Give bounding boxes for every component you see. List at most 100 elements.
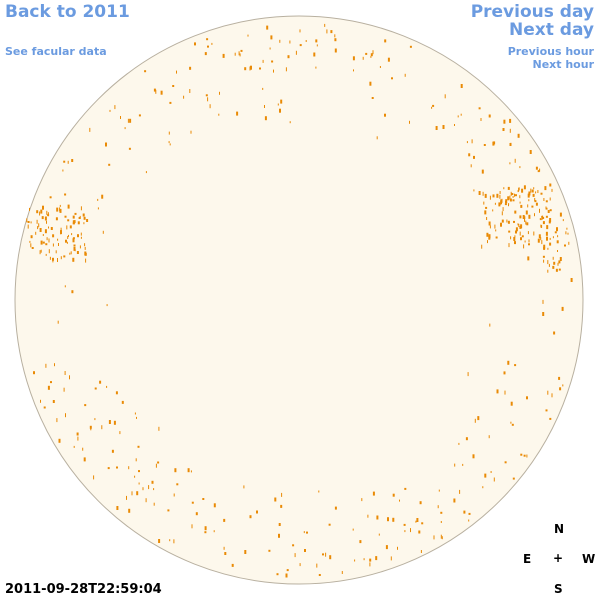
facula xyxy=(134,475,136,478)
facula xyxy=(191,524,193,529)
facula xyxy=(76,432,79,436)
facula xyxy=(558,260,561,264)
facula xyxy=(84,243,86,247)
facula xyxy=(549,237,551,240)
facula xyxy=(158,426,160,431)
facula xyxy=(84,246,86,250)
facula xyxy=(63,387,65,392)
facula xyxy=(517,133,520,138)
facula xyxy=(542,217,545,219)
prev-day-link[interactable]: Previous day xyxy=(470,2,594,22)
facula xyxy=(176,483,179,486)
facula xyxy=(44,229,47,234)
facula xyxy=(40,209,43,214)
facula xyxy=(542,255,545,258)
facula xyxy=(543,198,545,201)
facula xyxy=(101,425,103,430)
facula xyxy=(71,233,73,236)
facula xyxy=(510,191,512,196)
facula xyxy=(64,215,67,218)
facula xyxy=(33,371,35,375)
facula xyxy=(97,207,99,210)
facula xyxy=(524,240,526,243)
facula xyxy=(483,144,486,146)
facula xyxy=(369,558,372,562)
prev-hour-link[interactable]: Previous hour xyxy=(507,45,594,58)
compass-east: E xyxy=(523,552,532,566)
facula xyxy=(138,482,140,485)
facula xyxy=(277,103,279,106)
facula xyxy=(83,222,85,225)
facula xyxy=(460,113,462,116)
facula xyxy=(126,495,127,500)
facula xyxy=(295,50,297,55)
facula xyxy=(535,166,538,170)
facula xyxy=(435,126,438,130)
facula xyxy=(268,549,271,552)
facula xyxy=(547,269,549,273)
facula xyxy=(557,262,559,266)
facula xyxy=(39,228,42,232)
facula xyxy=(84,251,87,256)
facula xyxy=(108,163,111,166)
facula xyxy=(547,390,549,395)
facula xyxy=(144,70,147,73)
facula xyxy=(304,549,306,552)
facula xyxy=(189,89,191,93)
facula xyxy=(353,69,354,72)
facula xyxy=(534,213,535,217)
facula xyxy=(303,531,305,534)
compass-center: + xyxy=(553,551,564,565)
facula xyxy=(279,39,281,43)
facula xyxy=(276,573,279,576)
facula xyxy=(544,186,547,191)
facula xyxy=(415,520,417,523)
facula xyxy=(542,312,545,316)
facula xyxy=(523,454,526,457)
facula xyxy=(167,509,170,512)
facula xyxy=(370,53,373,57)
facula xyxy=(31,247,34,249)
facula xyxy=(504,390,506,395)
facula xyxy=(510,236,512,240)
facula xyxy=(522,215,525,219)
facula xyxy=(318,574,321,576)
facula xyxy=(90,426,92,431)
facula xyxy=(60,256,62,260)
facula xyxy=(48,226,49,229)
facula xyxy=(559,257,562,261)
facula xyxy=(80,236,82,239)
facula xyxy=(529,150,532,154)
facular-link[interactable]: See facular data xyxy=(5,45,107,58)
facula xyxy=(409,45,412,48)
facula xyxy=(514,158,516,163)
facula xyxy=(334,506,337,510)
next-hour-link[interactable]: Next hour xyxy=(532,58,595,71)
next-day-link[interactable]: Next day xyxy=(509,20,594,40)
facula xyxy=(72,220,75,225)
facula xyxy=(549,209,552,212)
facula xyxy=(535,202,538,206)
facula xyxy=(50,227,53,230)
facula xyxy=(511,193,514,195)
facula xyxy=(465,437,468,441)
facula xyxy=(517,190,519,193)
facula xyxy=(93,475,95,480)
facula xyxy=(73,246,76,251)
facula xyxy=(376,515,379,520)
facula xyxy=(213,503,216,508)
facula xyxy=(488,435,490,439)
facula xyxy=(38,223,40,228)
facula xyxy=(46,210,48,215)
facula xyxy=(151,480,154,484)
facula xyxy=(101,194,104,199)
facula xyxy=(509,162,511,165)
facula xyxy=(316,563,318,568)
facula xyxy=(471,139,473,144)
facula xyxy=(352,528,354,531)
facula xyxy=(525,210,528,215)
back-link[interactable]: Back to 2011 xyxy=(5,2,130,22)
facula xyxy=(521,188,524,193)
facula xyxy=(330,30,333,34)
facula xyxy=(204,52,207,56)
